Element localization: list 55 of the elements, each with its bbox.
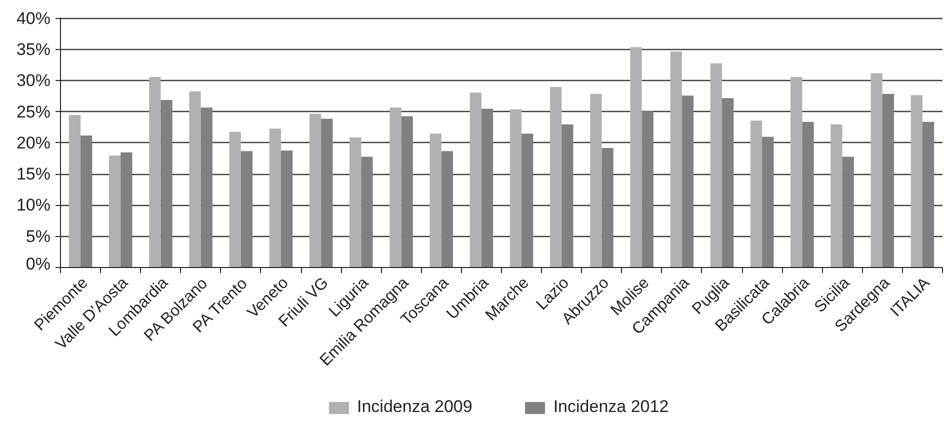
bar bbox=[790, 77, 802, 268]
bar bbox=[80, 136, 92, 268]
bar bbox=[870, 73, 882, 268]
bar bbox=[882, 94, 894, 268]
bar bbox=[149, 77, 161, 268]
bar bbox=[762, 136, 774, 268]
bar bbox=[522, 134, 534, 268]
bar bbox=[630, 47, 642, 268]
bar bbox=[710, 63, 722, 268]
bar bbox=[470, 92, 482, 268]
bar bbox=[321, 118, 333, 268]
bar bbox=[390, 108, 402, 268]
bar bbox=[361, 156, 373, 268]
bar bbox=[750, 120, 762, 268]
bar bbox=[722, 98, 734, 268]
bar bbox=[269, 128, 281, 268]
bar bbox=[510, 109, 522, 268]
bar bbox=[830, 124, 842, 268]
y-tick-label: 15% bbox=[16, 164, 51, 184]
y-tick-label: 20% bbox=[16, 134, 51, 152]
bar bbox=[602, 148, 614, 268]
bar bbox=[160, 100, 172, 268]
y-tick-label: 35% bbox=[16, 40, 51, 60]
bar bbox=[910, 95, 922, 268]
bar bbox=[430, 134, 442, 268]
bar bbox=[281, 150, 293, 268]
bar bbox=[562, 124, 574, 268]
bar bbox=[200, 108, 212, 268]
bar bbox=[670, 51, 682, 268]
y-tick-label: 30% bbox=[16, 71, 51, 90]
legend-label: Incidenza 2012 bbox=[553, 397, 669, 417]
bar bbox=[802, 122, 814, 268]
bar bbox=[682, 96, 694, 268]
y-tick-label: 40% bbox=[16, 8, 51, 28]
bar bbox=[401, 116, 413, 268]
bar bbox=[109, 155, 121, 268]
bar bbox=[550, 86, 562, 268]
bar bbox=[189, 91, 201, 268]
bar bbox=[590, 94, 602, 268]
bar bbox=[240, 151, 253, 268]
bar bbox=[120, 152, 132, 268]
y-tick-label: 0% bbox=[26, 254, 51, 274]
bar bbox=[642, 111, 654, 268]
bar bbox=[350, 137, 362, 268]
bar bbox=[441, 151, 453, 268]
y-tick-label: 25% bbox=[16, 102, 51, 122]
legend-label: Incidenza 2009 bbox=[357, 397, 472, 417]
bar bbox=[922, 122, 934, 268]
bar bbox=[229, 132, 241, 268]
y-tick-label: 5% bbox=[26, 226, 51, 246]
bar bbox=[309, 114, 322, 268]
bar bbox=[481, 108, 494, 268]
y-tick-label: 10% bbox=[16, 196, 51, 215]
bar bbox=[842, 156, 854, 268]
bar bbox=[68, 114, 81, 268]
